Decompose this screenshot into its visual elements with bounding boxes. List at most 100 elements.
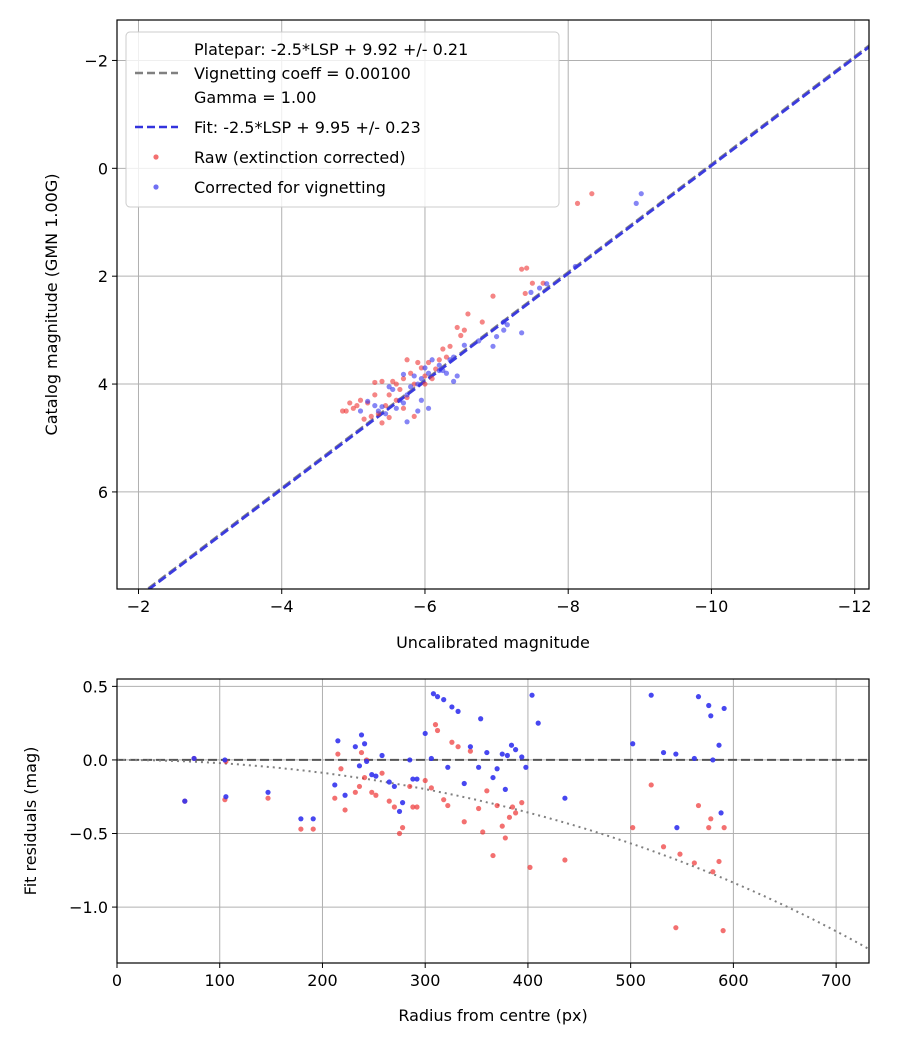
raw-point <box>422 373 428 379</box>
y-tick: 0.5 <box>83 677 117 696</box>
raw-point <box>589 191 595 197</box>
legend-label: Corrected for vignetting <box>194 178 386 197</box>
raw-point <box>708 816 714 822</box>
raw-point <box>432 722 439 728</box>
legend-marker-symbol <box>153 184 159 190</box>
y-tick-label: 0.0 <box>83 751 108 770</box>
raw-point <box>458 332 464 339</box>
raw-point <box>465 311 471 317</box>
raw-point <box>372 392 378 398</box>
corrected-point <box>529 692 535 698</box>
raw-point <box>490 293 496 299</box>
x-tick: −12 <box>838 589 872 616</box>
corrected-point <box>544 281 550 287</box>
corrected-point <box>414 776 420 782</box>
fit-line <box>146 45 869 589</box>
axes-frame <box>116 678 870 964</box>
corrected-point <box>674 825 680 831</box>
raw-point <box>408 370 414 376</box>
y-axis-label: Fit residuals (mag) <box>21 747 40 896</box>
raw-point <box>298 826 304 832</box>
corrected-point <box>718 810 724 816</box>
raw-point <box>415 359 421 366</box>
raw-point <box>519 266 525 272</box>
corrected-point <box>418 376 424 382</box>
corrected-point <box>501 327 507 333</box>
raw-point <box>372 379 378 386</box>
raw-point <box>418 365 424 371</box>
raw-point <box>509 804 516 810</box>
raw-point <box>490 852 496 859</box>
corrected-point <box>513 747 519 753</box>
corrected-point <box>536 285 543 291</box>
corrected-point <box>356 763 363 769</box>
corrected-point <box>352 744 358 750</box>
corrected-point <box>476 338 482 344</box>
corrected-point <box>373 773 379 779</box>
x-tick-label: 200 <box>307 971 338 990</box>
x-tick-label: 400 <box>513 971 544 990</box>
raw-point <box>391 804 397 810</box>
legend: Platepar: -2.5*LSP + 9.92 +/- 0.21 Vignet… <box>125 31 560 208</box>
corrected-point <box>710 757 716 763</box>
raw-point <box>434 727 441 734</box>
x-tick-label: 0 <box>112 971 122 990</box>
corrected-point <box>562 795 568 801</box>
y-tick-label: −1.0 <box>69 898 108 917</box>
x-tick: −4 <box>270 589 294 616</box>
raw-point <box>716 858 722 865</box>
corrected-point <box>223 794 229 800</box>
corrected-point <box>484 749 490 756</box>
corrected-point <box>379 404 385 410</box>
vignetting-curve <box>117 758 869 950</box>
raw-point <box>513 810 519 816</box>
legend-box <box>125 31 560 208</box>
raw-point <box>386 414 392 421</box>
raw-point <box>436 357 442 363</box>
corrected-point <box>396 808 403 815</box>
raw-point <box>522 290 528 297</box>
raw-point <box>347 400 353 406</box>
grid <box>116 679 869 963</box>
raw-point <box>449 739 455 745</box>
x-tick: 200 <box>307 963 338 990</box>
raw-point <box>527 864 533 870</box>
corrected-point <box>418 397 424 403</box>
raw-point <box>379 420 385 426</box>
corrected-point <box>415 408 421 414</box>
x-tick: 0 <box>112 963 122 990</box>
raw-point <box>361 774 368 781</box>
raw-point <box>386 392 392 398</box>
corrected-point <box>379 752 385 759</box>
corrected-point <box>528 289 534 295</box>
y-tick-label: 2 <box>98 267 108 286</box>
corrected-point <box>441 697 447 703</box>
corrected-point <box>501 319 507 325</box>
raw-point <box>352 789 358 795</box>
x-tick: 100 <box>204 963 235 990</box>
raw-point <box>393 381 399 387</box>
legend-label: Platepar: -2.5*LSP + 9.92 +/- 0.21 <box>194 40 468 59</box>
raw-point <box>648 782 654 788</box>
x-tick-label: −2 <box>127 597 151 616</box>
raw-point <box>454 324 460 331</box>
x-tick: −8 <box>556 589 580 616</box>
corrected-point <box>638 191 644 197</box>
raw-point <box>706 825 712 831</box>
raw-point <box>358 749 365 756</box>
y-tick: −1.0 <box>69 898 117 917</box>
x-tick: −2 <box>127 589 151 616</box>
raw-point <box>695 802 702 809</box>
corrected-point <box>411 373 417 379</box>
series-raw <box>340 191 595 426</box>
corrected-point <box>630 741 636 747</box>
corrected-point <box>422 730 428 737</box>
x-tick-label: 700 <box>821 971 852 990</box>
x-tick-label: −4 <box>270 597 294 616</box>
corrected-point <box>222 757 228 763</box>
corrected-point <box>397 397 403 403</box>
top-scatter-plot: −2 −4 −6 −8 −10 −12 −2 0 2 4 6 Uncalibrated magnitu… <box>42 19 872 652</box>
legend-label: Vignetting coeff = 0.00100 <box>194 64 411 83</box>
raw-point <box>335 751 341 757</box>
corrected-point <box>490 774 496 781</box>
